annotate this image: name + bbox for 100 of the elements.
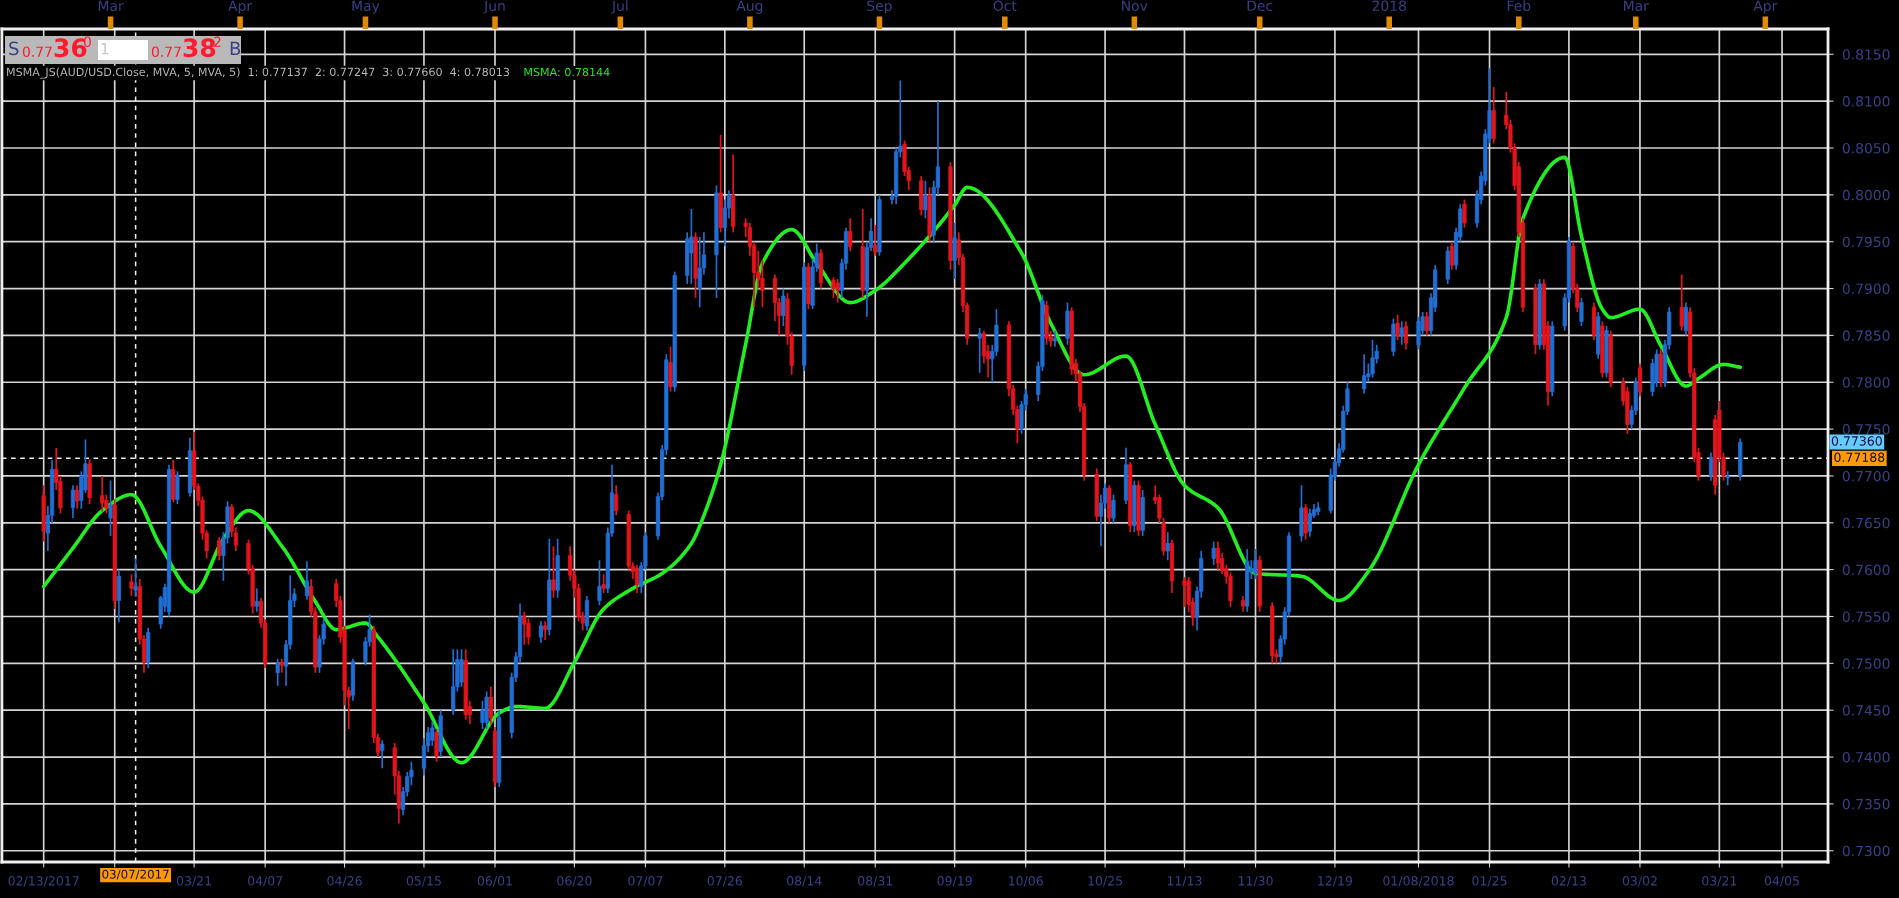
x2-tick-label: May [352,0,380,14]
x2-tick-label: Mar [98,0,124,12]
x2-tick-label: Apr [228,0,253,14]
y-tick-label: 0.8050 [1842,142,1890,154]
candlestick [551,545,556,599]
y-tick-label: 0.8100 [1842,96,1890,107]
candlestick [1395,313,1400,341]
ref-line-label: 03/07/2017 [102,869,169,880]
x2-tick-label: Nov [1122,0,1148,12]
candlestick [601,573,606,594]
y-tick-label: 0.7950 [1842,236,1890,248]
candlestick [873,223,878,257]
y-tick-label: 0.7600 [1842,564,1890,576]
candlestick [275,657,280,687]
candlestick [459,648,464,688]
x-tick-label: 03/02 [1622,876,1657,887]
x-tick-label: 01/25 [1472,876,1507,887]
ref-line-label: 0.77188 [1834,452,1885,462]
y-tick-label: 0.7800 [1842,377,1890,388]
x2-tick-label: Jul [611,0,628,14]
annotation: S [9,41,19,56]
candlestick [1579,297,1584,327]
candlestick [480,699,485,730]
candlestick [848,217,853,252]
y-tick-label: 0.7350 [1842,798,1890,810]
candlestick [304,560,310,601]
x-tick-label: 03/21 [1702,876,1737,887]
x-tick-label: 03/21 [176,876,211,887]
candlestick [1679,273,1684,332]
y-tick-label: 0.7750 [1842,424,1890,435]
candlestick [217,536,222,562]
x2-tick-label: Apr [1753,0,1778,14]
y-tick-label: 0.7900 [1842,283,1890,295]
y-tick-label: 0.7300 [1842,845,1890,857]
candlestick [597,559,602,607]
x-tick-label: 10/06 [1009,876,1043,887]
candlestick [75,484,80,510]
candlestick [1211,540,1216,566]
y-tick-label: 0.7650 [1842,517,1890,529]
y-tick-label: 0.8150 [1842,49,1890,60]
candlestick [1424,311,1429,337]
candlestick [1370,339,1375,379]
y-tick-label: 0.7400 [1842,752,1890,763]
candlestick [522,610,527,646]
candlestick [1416,315,1421,351]
candlestick [1399,320,1404,346]
candlestick [689,208,694,285]
candlestick [1403,320,1409,351]
x2-tick-label: Sep [867,0,892,14]
candlestick [634,564,640,594]
candlestick [1111,493,1116,524]
candlestick [923,179,928,220]
x-tick-label: 06/20 [557,876,592,887]
y-tick-label: 0.7700 [1842,470,1890,482]
candlestick [1165,531,1170,562]
x2-tick-label: 2018 [1372,0,1406,12]
y-tick-label: 0.7550 [1842,611,1890,622]
x-tick-label: 02/13/2017 [8,876,79,887]
annotation: 0.77 [151,46,181,58]
candlestick [380,739,385,770]
candlestick [108,479,113,537]
x-tick-label: 12/19 [1318,876,1353,887]
annotation: 2 [214,36,221,47]
candlestick [70,484,76,519]
candlestick [1253,548,1258,580]
x-tick-label: 06/01 [477,876,512,887]
candlestick [614,484,619,517]
y-tick-label: 0.7450 [1842,705,1890,716]
x-tick-label: 07/26 [707,876,743,887]
candlestick [133,557,138,598]
x-tick-label: 01/08/2018 [1383,876,1454,887]
annotation: MSMA: 0.78144 [524,67,610,77]
candlestick [488,685,493,726]
candlestick [1725,470,1730,487]
candlestick [1683,301,1689,337]
candlestick [129,573,134,597]
y-tick-label: 0.7850 [1842,330,1890,341]
candlestick [254,587,259,613]
x-tick-label: 04/07 [247,876,283,887]
annotation: 38 [183,38,216,58]
x-tick-label: 07/07 [628,876,663,887]
candlestick [100,475,105,513]
candlestick [1362,353,1367,395]
annotation: 0.77 [22,46,52,58]
candlestick [543,620,548,641]
x2-tick-label: Mar [1624,0,1649,12]
candlestick [781,287,786,327]
x-tick-label: 08/31 [858,876,893,887]
x2-tick-label: Feb [1507,0,1531,12]
y-tick-label: 0.7500 [1842,658,1890,669]
candlestick [697,236,702,309]
x2-tick-label: Dec [1247,0,1273,12]
x-tick-label: 05/15 [406,876,441,887]
x-tick-label: 08/14 [787,876,822,887]
y-tick-label: 0.8000 [1842,189,1890,201]
annotation: B [230,41,241,55]
text: 0.77360 [1831,436,1882,446]
candlestick [1307,507,1312,538]
candlestick [831,276,836,299]
candlestick [1462,198,1467,229]
